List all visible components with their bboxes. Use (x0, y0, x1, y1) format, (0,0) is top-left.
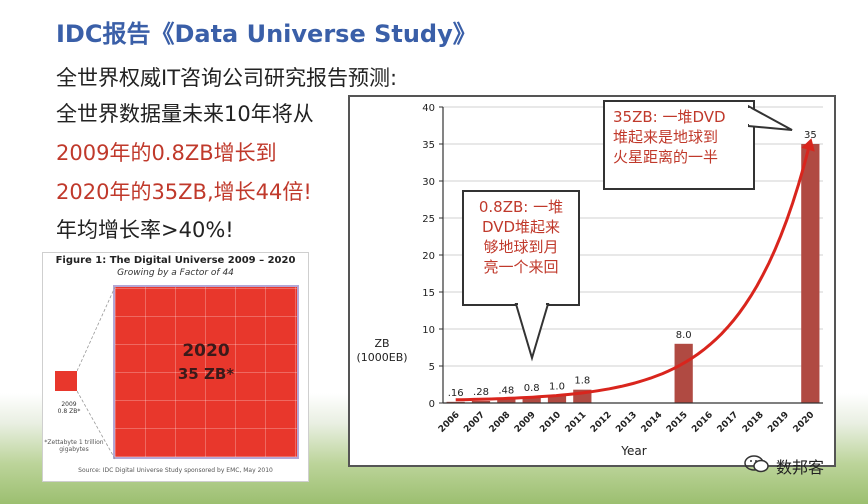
callout-35zb: 35ZB: 一堆DVD 堆起来是地球到 火星距离的一半 (603, 100, 755, 190)
watermark-text: 数邦客 (776, 458, 825, 477)
small-square-year: 2009 (61, 401, 77, 408)
text-line-3: 2020年的35ZB,增长44倍! (56, 180, 312, 204)
bar-2008 (497, 399, 516, 403)
x-tick-label: 2015 (665, 410, 690, 435)
y-tick-label: 20 (422, 251, 435, 262)
x-tick-label: 2013 (614, 410, 639, 435)
big-square-value: 35 ZB* (177, 365, 235, 383)
small-square-2009 (55, 371, 77, 391)
data-label-2011: 1.8 (574, 376, 590, 387)
figure-title: Figure 1: The Digital Universe 2009 – 20… (55, 255, 296, 266)
x-tick-label: 2020 (792, 410, 817, 435)
figure-source: Source: IDC Digital Universe Study spons… (78, 467, 273, 474)
callout-35zb-line2: 堆起来是地球到 (613, 128, 719, 146)
big-square-year: 2020 (182, 341, 230, 361)
callout-0.8zb-line4: 亮一个来回 (483, 258, 559, 276)
callout-35zb-line3: 火星距离的一半 (613, 148, 719, 166)
x-tick-label: 2012 (589, 410, 614, 435)
data-label-2020: 35 (804, 130, 817, 141)
y-tick-label: 10 (422, 325, 435, 336)
x-tick-label: 2016 (690, 410, 715, 435)
x-tick-label: 2008 (488, 410, 513, 435)
callout-0.8zb-line3: 够地球到月 (483, 238, 559, 256)
zettabyte-note: *Zettabyte 1 trillion gigabytes (44, 439, 104, 453)
data-label-2006: .16 (448, 388, 464, 399)
wechat-icon (744, 455, 769, 473)
data-label-2015: 8.0 (676, 330, 692, 341)
bar-2015 (674, 343, 693, 403)
digital-universe-figure: Figure 1: The Digital Universe 2009 – 20… (42, 252, 309, 482)
x-tick-label: 2006 (437, 410, 462, 435)
data-label-2009: 0.8 (524, 383, 540, 394)
y-tick-label: 30 (422, 177, 435, 188)
x-tick-label: 2009 (513, 410, 538, 435)
figure-connector-lines (77, 286, 116, 460)
zb-growth-chart: 0 5 10 15 20 25 30 35 40 .16 .28 .48 0.8 1.0 1.8 8.0 35… (356, 103, 823, 458)
x-tick-label: 2011 (564, 410, 589, 435)
trend-curve (455, 141, 812, 402)
y-tick-label: 35 (422, 140, 435, 151)
callout-35zb-line1: 35ZB: 一堆DVD (613, 108, 726, 126)
text-line-1: 全世界数据量未来10年将从 (56, 102, 314, 126)
y-tick-label: 40 (422, 103, 435, 114)
trend-arrow-head (801, 138, 815, 152)
callout-0.8zb: 0.8ZB: 一堆 DVD堆起来 够地球到月 亮一个来回 (462, 190, 580, 306)
bar-2010 (547, 395, 567, 403)
x-tick-label: 2014 (640, 410, 665, 435)
data-label-2010: 1.0 (549, 382, 565, 393)
x-tick-label: 2007 (462, 410, 487, 435)
small-square-value: 0.8 ZB* (57, 408, 81, 415)
data-label-2008: .48 (498, 385, 514, 396)
bar-2007 (471, 400, 491, 403)
y-axis-label-sub: (1000EB) (356, 351, 407, 364)
callout-0.8zb-line1: 0.8ZB: 一堆 (478, 198, 564, 216)
y-tick-label: 5 (429, 362, 435, 373)
data-label-2007: .28 (473, 387, 489, 398)
text-line-2: 2009年的0.8ZB增长到 (56, 141, 277, 165)
x-axis-label: Year (620, 444, 646, 458)
page-title: IDC报告《Data Universe Study》 (56, 20, 477, 48)
bar-2020 (801, 144, 820, 403)
figure-subtitle: Growing by a Factor of 44 (117, 268, 234, 278)
page-subtitle: 全世界权威IT咨询公司研究报告预测: (56, 66, 398, 90)
bar-2009 (522, 397, 541, 403)
text-line-4: 年均增长率>40%! (56, 218, 234, 242)
y-axis-label-unit: ZB (374, 337, 389, 350)
y-tick-label: 0 (429, 399, 435, 410)
y-tick-label: 15 (422, 288, 435, 299)
callout-0.8zb-line2: DVD堆起来 (481, 218, 561, 236)
callout-35zb-pointer (748, 104, 793, 131)
x-tick-label: 2010 (538, 410, 563, 435)
x-tick-label: 2018 (741, 410, 766, 435)
y-tick-label: 25 (422, 214, 435, 225)
x-tick-label: 2019 (766, 410, 791, 435)
big-square-2020 (113, 285, 299, 459)
callout-0.8zb-pointer (514, 302, 550, 362)
small-square-label: 2009 0.8 ZB* (49, 401, 89, 415)
x-tick-label: 2017 (716, 410, 741, 435)
